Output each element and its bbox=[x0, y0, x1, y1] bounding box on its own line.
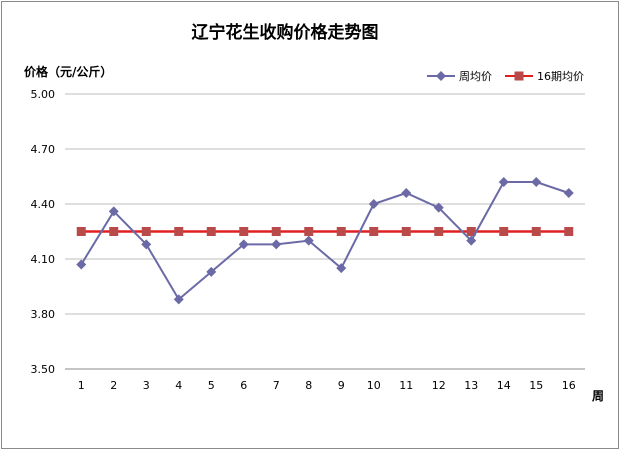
y-tick-label: 5.00 bbox=[31, 88, 56, 101]
y-tick-label: 3.80 bbox=[31, 308, 56, 321]
data-point-weekly bbox=[498, 177, 509, 187]
y-axis-label: 价格（元/公斤） bbox=[24, 64, 112, 79]
data-point-weekly bbox=[76, 259, 87, 270]
data-point-weekly bbox=[238, 239, 249, 250]
data-point-weekly bbox=[336, 263, 347, 274]
data-point-average bbox=[564, 227, 574, 236]
axes: 5.004.704.404.103.803.501 2 3 4 5 6 7 8 9 10 11 12 1… bbox=[31, 88, 585, 392]
legend-label: 周均价 bbox=[459, 70, 492, 83]
data-point-weekly bbox=[563, 188, 574, 198]
x-tick-label: 7 bbox=[273, 379, 280, 392]
x-axis-label: 周 bbox=[592, 389, 604, 403]
data-point-average bbox=[369, 227, 379, 236]
data-point-weekly bbox=[141, 239, 152, 250]
legend-marker bbox=[514, 71, 524, 81]
data-point-average bbox=[531, 227, 541, 236]
x-tick-label: 4 bbox=[175, 379, 182, 392]
x-tick-label: 12 bbox=[432, 379, 446, 392]
y-tick-label: 3.50 bbox=[31, 363, 56, 376]
data-point-average bbox=[76, 227, 86, 236]
data-point-average bbox=[109, 227, 119, 236]
data-point-average bbox=[174, 227, 184, 236]
chart-title: 辽宁花生收购价格走势图 bbox=[192, 22, 379, 43]
data-point-average bbox=[401, 227, 411, 236]
data-point-average bbox=[434, 227, 444, 236]
x-tick-label: 14 bbox=[497, 379, 511, 392]
series-lines bbox=[76, 177, 574, 305]
data-point-average bbox=[206, 227, 216, 236]
data-point-weekly bbox=[206, 266, 217, 277]
data-point-average bbox=[304, 227, 314, 236]
x-tick-label: 6 bbox=[240, 379, 247, 392]
data-point-weekly bbox=[466, 235, 477, 246]
x-tick-label: 9 bbox=[338, 379, 345, 392]
data-point-weekly bbox=[433, 202, 444, 213]
data-point-average bbox=[271, 227, 281, 236]
data-point-weekly bbox=[108, 206, 119, 217]
legend-label: 16期均价 bbox=[537, 70, 584, 83]
series-line-0 bbox=[80, 181, 570, 301]
data-point-weekly bbox=[531, 177, 542, 187]
data-point-weekly bbox=[271, 239, 282, 250]
x-tick-label: 2 bbox=[110, 379, 117, 392]
data-point-weekly bbox=[303, 235, 314, 246]
x-tick-label: 10 bbox=[367, 379, 381, 392]
x-tick-label: 16 bbox=[562, 379, 576, 392]
data-point-weekly bbox=[368, 199, 379, 209]
legend-marker bbox=[436, 71, 446, 81]
data-point-average bbox=[239, 227, 249, 236]
data-point-average bbox=[336, 227, 346, 236]
y-tick-label: 4.40 bbox=[31, 198, 56, 211]
data-point-average bbox=[466, 227, 476, 236]
data-point-weekly bbox=[173, 294, 184, 305]
data-point-weekly bbox=[401, 188, 412, 198]
x-tick-label: 5 bbox=[208, 379, 215, 392]
x-tick-label: 13 bbox=[464, 379, 478, 392]
y-tick-label: 4.10 bbox=[31, 253, 56, 266]
y-tick-label: 4.70 bbox=[31, 143, 56, 156]
x-tick-label: 11 bbox=[399, 379, 413, 392]
x-tick-label: 1 bbox=[78, 379, 85, 392]
data-point-average bbox=[141, 227, 151, 236]
x-tick-label: 8 bbox=[305, 379, 312, 392]
data-point-average bbox=[499, 227, 509, 236]
x-tick-label: 3 bbox=[143, 379, 150, 392]
legend: 周均价 16期均价 bbox=[427, 70, 584, 83]
x-tick-label: 15 bbox=[529, 379, 543, 392]
